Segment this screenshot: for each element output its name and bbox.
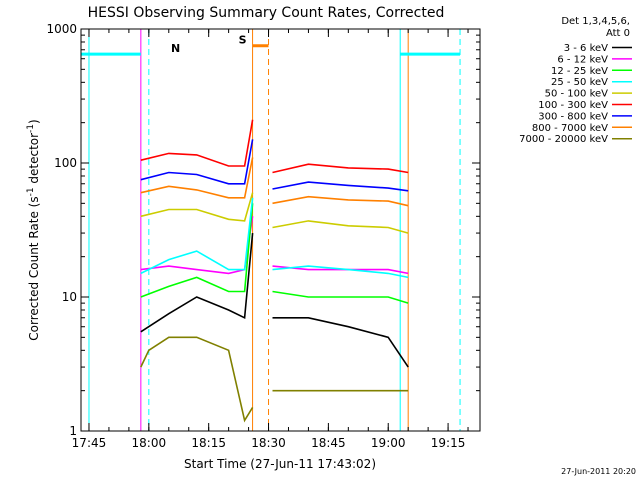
- y-axis-label: Corrected Count Rate (s-1 detector-1): [26, 119, 41, 340]
- y-axis-label-main: Corrected Count Rate (s: [27, 196, 41, 340]
- legend-label-2: 12 - 25 keV: [551, 66, 608, 77]
- x-tick-label-0: 17:45: [72, 436, 107, 450]
- legend-label-5: 100 - 300 keV: [538, 100, 608, 111]
- legend-label-4: 50 - 100 keV: [545, 89, 609, 100]
- x-tick-label-1: 18:00: [132, 436, 167, 450]
- legend-header-line1: Det 1,3,4,5,6,: [561, 16, 630, 27]
- series-line-3: [140, 197, 409, 279]
- x-tick-label-2: 18:15: [191, 436, 226, 450]
- plot-frame: [80, 28, 481, 432]
- series-line-4: [140, 192, 409, 234]
- y-tick-label-2: 100: [54, 156, 77, 170]
- footer-date: 27-Jun-2011 20:20: [561, 467, 636, 476]
- series-line-2: [140, 203, 409, 304]
- legend-label-1: 6 - 12 keV: [557, 54, 608, 65]
- axis-ticks: 17:45 18:00 18:15 18:30 18:45 19:00 19:15 1 10 10…: [46, 22, 480, 450]
- x-tick-label-3: 18:30: [251, 436, 286, 450]
- series-line-8: [140, 336, 409, 423]
- legend-label-8: 7000 - 20000 keV: [519, 134, 608, 145]
- y-tick-label-1: 10: [62, 290, 77, 304]
- legend-label-6: 300 - 800 keV: [538, 111, 608, 122]
- y-axis-label-sup1: -1: [26, 187, 36, 196]
- x-tick-label-5: 19:00: [371, 436, 406, 450]
- y-axis-label-mid: detector: [27, 133, 41, 188]
- y-axis-label-end: ): [27, 119, 41, 124]
- y-axis-label-sup2: -1: [26, 124, 36, 133]
- annotation-label-0: N: [171, 42, 180, 55]
- x-tick-label-4: 18:45: [311, 436, 346, 450]
- y-tick-label-0: 1: [69, 424, 77, 438]
- annotation-label-2: S: [239, 34, 247, 47]
- series-line-0: [140, 233, 409, 368]
- series-line-7: [140, 157, 409, 207]
- series-line-5: [140, 119, 409, 174]
- legend-label-0: 3 - 6 keV: [564, 43, 608, 54]
- legend-label-7: 800 - 7000 keV: [532, 123, 608, 134]
- legend-header-line2: Att 0: [606, 28, 630, 39]
- x-tick-label-6: 19:15: [431, 436, 466, 450]
- legend-label-3: 25 - 50 keV: [551, 77, 608, 88]
- plot-area: NS: [81, 29, 461, 431]
- series-line-1: [140, 216, 409, 275]
- x-axis-label: Start Time (27-Jun-11 17:43:02): [184, 457, 376, 471]
- chart-title: HESSI Observing Summary Count Rates, Cor…: [88, 5, 445, 21]
- series-line-6: [140, 139, 409, 192]
- y-tick-label-3: 1000: [46, 22, 77, 36]
